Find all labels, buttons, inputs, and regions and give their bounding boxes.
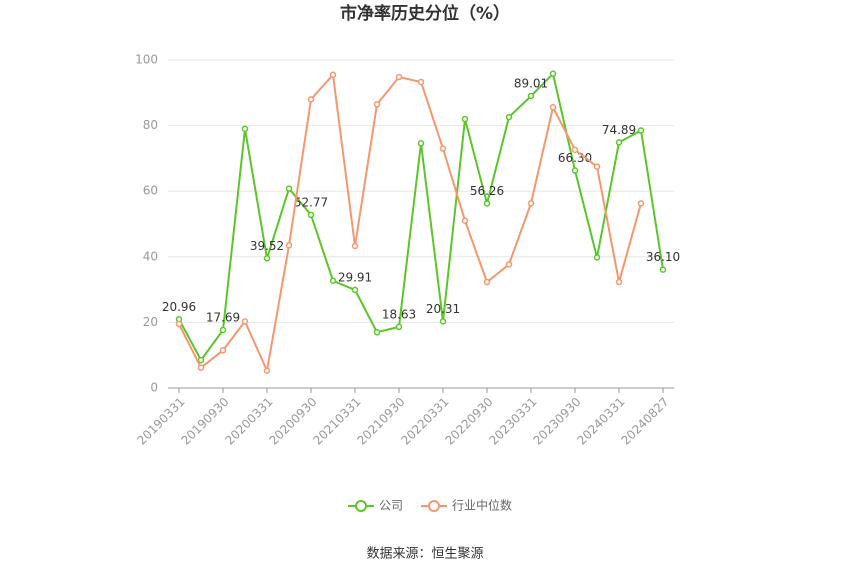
data-point <box>329 277 337 284</box>
data-label: 18.63 <box>382 307 416 321</box>
data-label: 52.77 <box>294 195 328 209</box>
data-point <box>175 320 183 328</box>
y-tick-label: 60 <box>143 184 158 198</box>
source-note: 数据来源：恒生聚源 <box>366 547 483 562</box>
data-point <box>483 278 491 286</box>
data-point <box>527 92 535 100</box>
series-line <box>178 71 664 362</box>
data-label: 74.89 <box>602 123 636 137</box>
data-point <box>615 139 623 146</box>
data-point <box>351 242 359 250</box>
y-tick-label: 0 <box>150 381 158 395</box>
data-point <box>615 278 623 286</box>
data-point <box>461 217 469 224</box>
data-point <box>351 286 359 294</box>
data-label: 39.52 <box>250 239 284 253</box>
series-line <box>178 72 642 375</box>
legend-label: 行业中位数 <box>452 498 512 513</box>
x-tick-label: 20240827 <box>619 395 672 448</box>
data-point <box>395 73 403 81</box>
data-point <box>307 211 315 219</box>
data-point <box>307 96 315 103</box>
data-point <box>329 71 337 79</box>
data-point <box>571 146 579 154</box>
data-label: 29.91 <box>338 270 372 284</box>
data-point <box>461 115 469 123</box>
data-label: 66.30 <box>558 151 592 165</box>
data-point <box>505 261 513 268</box>
data-point <box>417 78 425 86</box>
legend-marker <box>428 500 441 512</box>
data-point <box>285 242 293 249</box>
data-label: 20.96 <box>162 300 196 314</box>
data-label: 89.01 <box>514 77 548 91</box>
data-point <box>373 328 381 336</box>
data-label: 17.69 <box>206 310 240 324</box>
data-label: 36.10 <box>646 250 680 264</box>
data-point <box>571 167 579 174</box>
data-point <box>637 200 645 207</box>
data-point <box>241 318 249 325</box>
data-point <box>593 163 601 170</box>
legend-marker <box>355 500 367 512</box>
data-label: 20.31 <box>426 302 460 316</box>
y-tick-label: 40 <box>143 249 158 263</box>
data-point <box>483 200 491 207</box>
data-point <box>439 145 447 152</box>
legend-label: 公司 <box>379 499 403 513</box>
data-point <box>439 318 447 325</box>
data-point <box>197 356 205 364</box>
data-point <box>197 364 205 371</box>
data-point <box>417 140 425 147</box>
data-point <box>263 367 271 374</box>
y-tick-label: 100 <box>135 53 158 67</box>
chart-title: 市净率历史分位（%） <box>340 3 510 24</box>
data-point <box>505 113 513 121</box>
data-point <box>373 101 381 108</box>
data-point <box>285 185 293 192</box>
data-point <box>549 70 557 78</box>
data-point <box>219 326 227 334</box>
data-label: 56.26 <box>470 184 504 198</box>
data-point <box>659 266 667 273</box>
data-point <box>395 323 403 331</box>
data-point <box>637 127 645 134</box>
data-point <box>219 347 227 354</box>
data-point <box>593 254 601 261</box>
data-point <box>527 200 535 207</box>
data-point <box>263 255 271 262</box>
data-point <box>241 125 249 133</box>
y-tick-label: 20 <box>143 315 158 329</box>
y-tick-label: 80 <box>143 118 158 132</box>
data-point <box>549 103 557 111</box>
